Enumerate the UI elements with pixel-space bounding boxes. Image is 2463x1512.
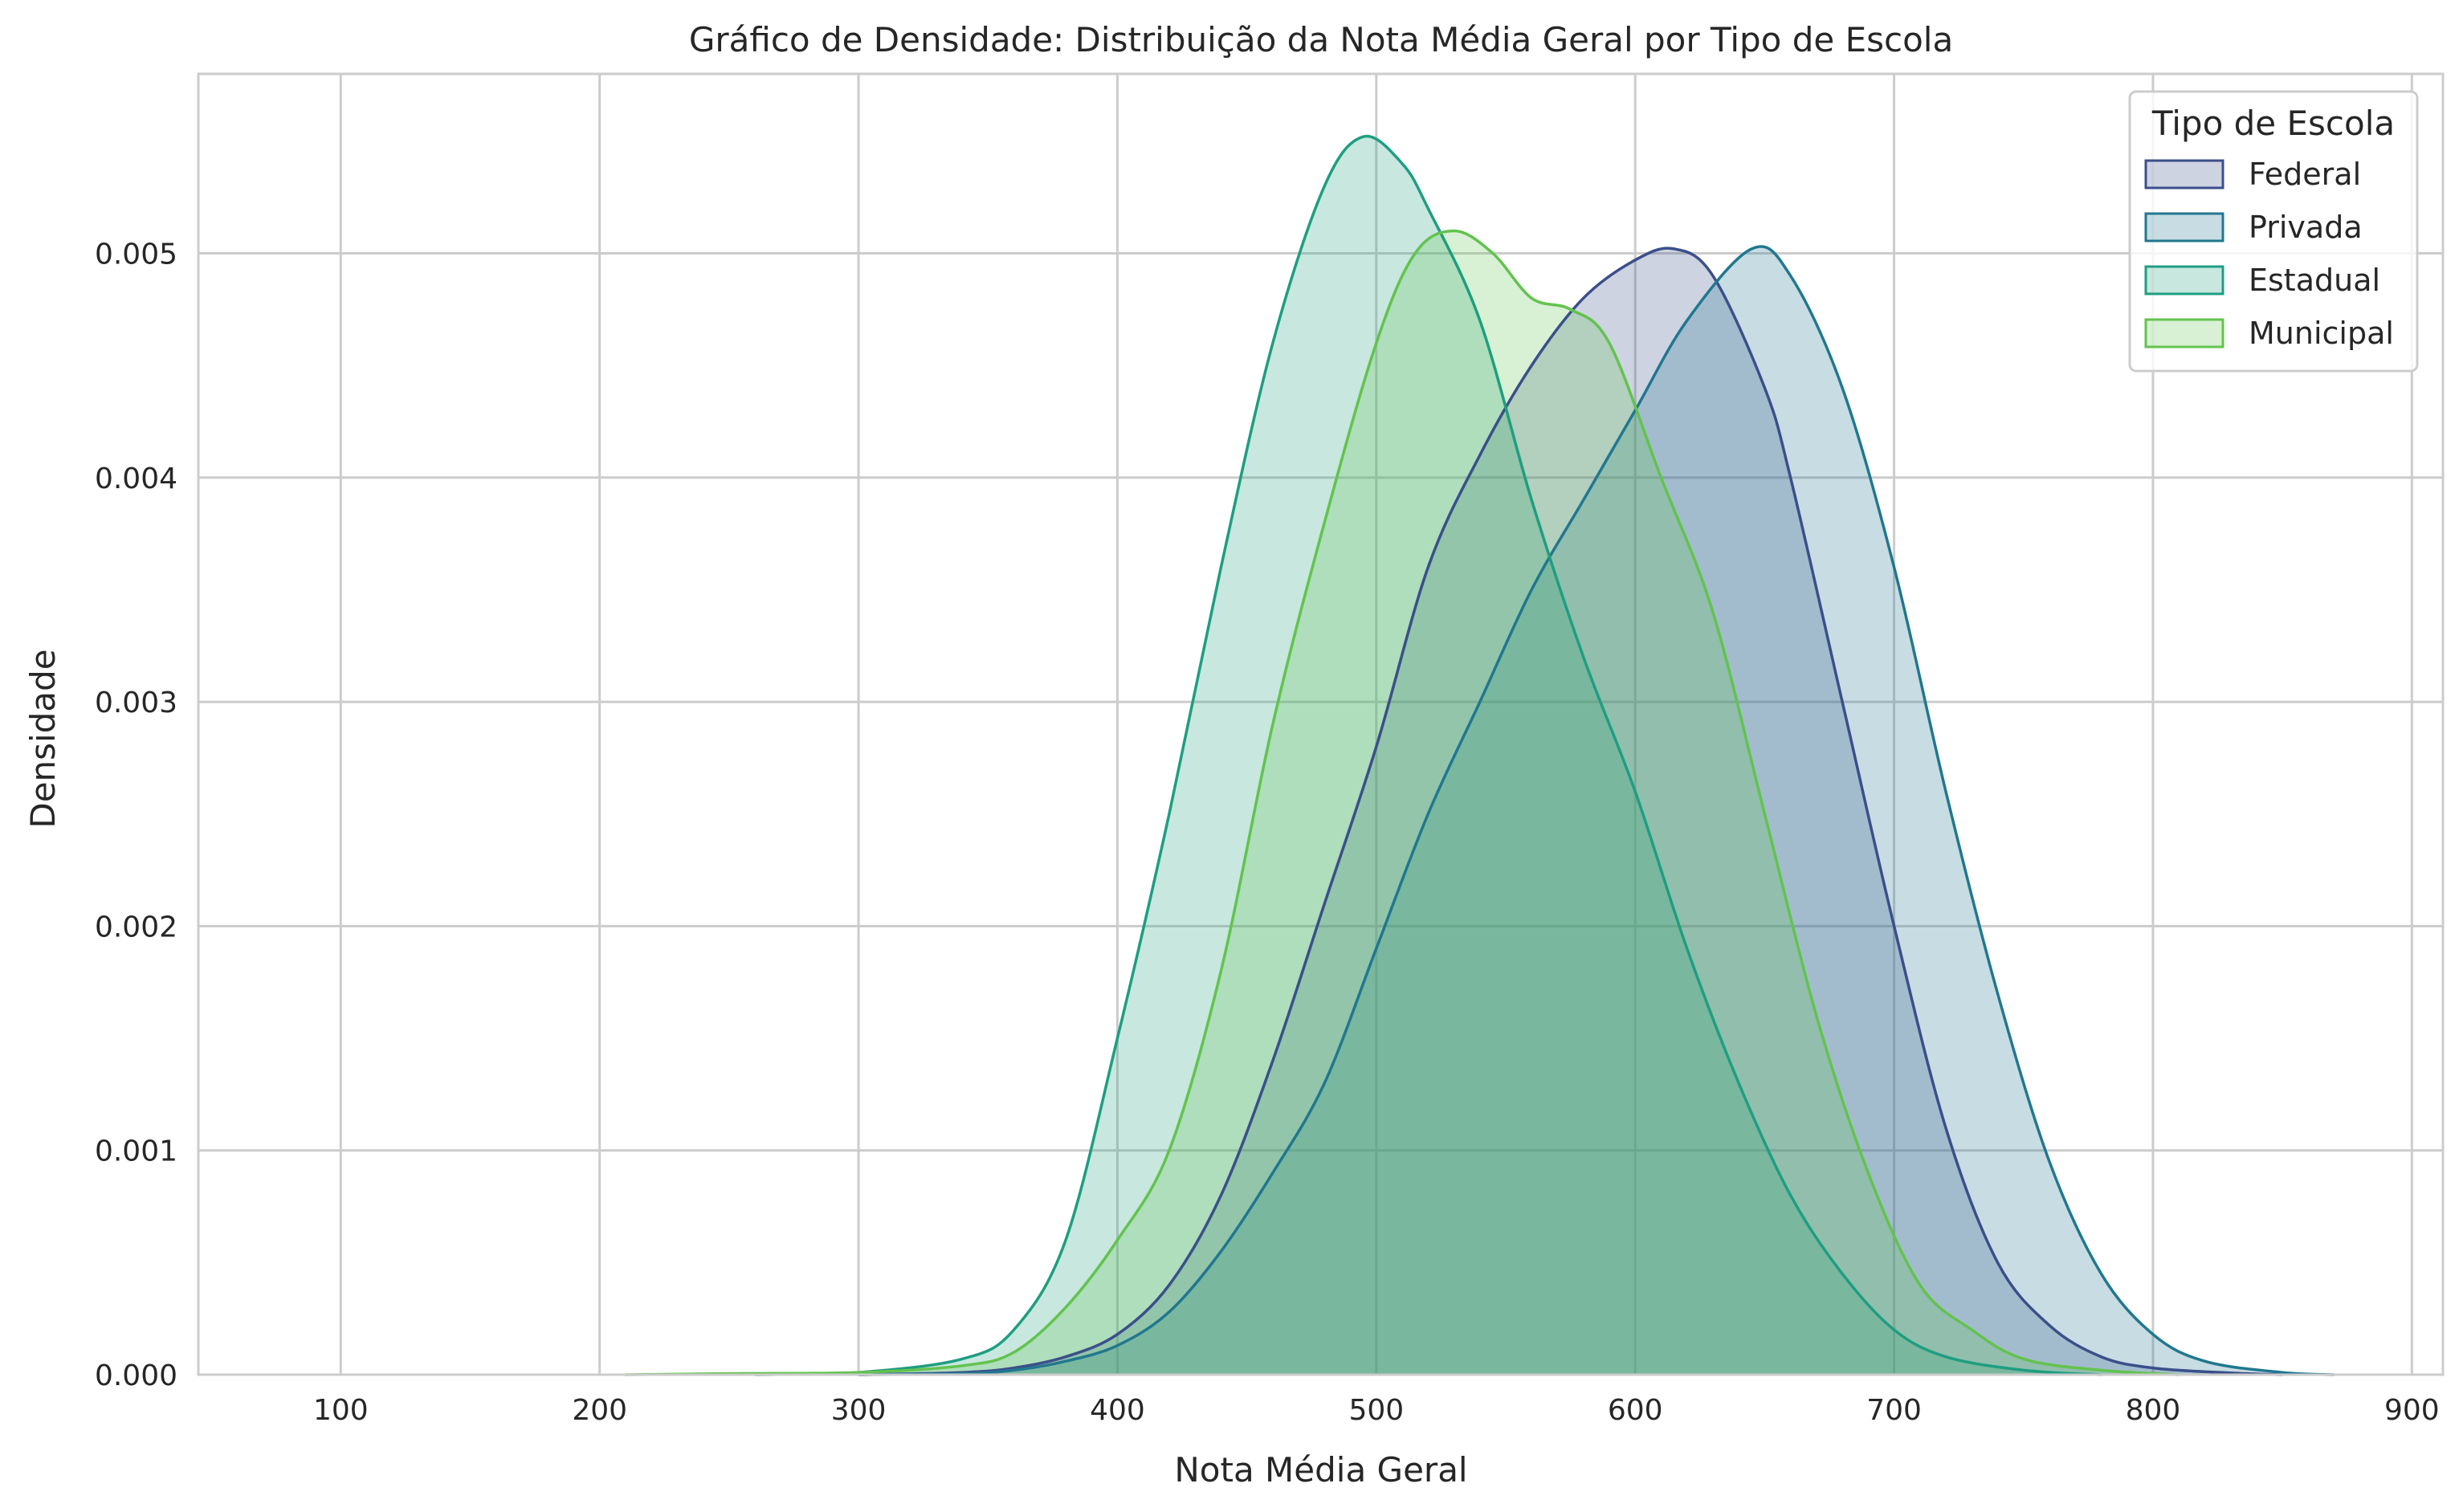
density-line-estadual [755, 134, 2102, 1376]
chart-title: Gráfico de Densidade: Distribuição da No… [689, 20, 1953, 59]
legend-swatch-privada [2144, 212, 2224, 242]
x-tick-label: 500 [1348, 1394, 1404, 1427]
x-tick-label: 200 [572, 1394, 627, 1427]
y-tick-labels: 0.000 0.001 0.002 0.003 0.004 0.005 [95, 238, 177, 1392]
density-area-municipal [625, 230, 2180, 1375]
x-tick-label: 100 [313, 1394, 369, 1427]
y-tick-label: 0.004 [95, 463, 177, 495]
x-tick-label: 300 [831, 1394, 887, 1427]
y-tick-label: 0.005 [95, 238, 177, 271]
legend-label-estadual: Estadual [2249, 263, 2380, 298]
x-tick-label: 900 [2384, 1394, 2440, 1427]
x-tick-label: 800 [2126, 1394, 2181, 1427]
legend-swatch-federal [2144, 159, 2224, 190]
x-tick-label: 700 [1866, 1394, 1922, 1427]
density-area-privada [858, 247, 2335, 1375]
legend: Tipo de Escola Federal Privada Estadual Mun… [2128, 90, 2419, 373]
density-area-estadual [755, 136, 2102, 1375]
y-tick-label: 0.000 [95, 1359, 177, 1392]
legend-title: Tipo de Escola [2151, 104, 2395, 143]
density-line-federal [858, 247, 2283, 1376]
legend-label-federal: Federal [2249, 157, 2361, 192]
x-tick-label: 400 [1090, 1394, 1145, 1427]
density-lines [625, 134, 2335, 1376]
density-areas [625, 136, 2335, 1375]
x-axis-label: Nota Média Geral [1174, 1450, 1467, 1490]
legend-label-municipal: Municipal [2249, 316, 2394, 351]
x-tick-label: 600 [1608, 1394, 1663, 1427]
density-area-federal [858, 248, 2283, 1375]
legend-swatch-municipal [2144, 318, 2224, 348]
plot-frame [197, 72, 2445, 1376]
legend-swatch-estadual [2144, 265, 2224, 295]
x-tick-labels: 100 200 300 400 500 600 700 800 900 [313, 1394, 2440, 1427]
y-tick-label: 0.003 [95, 687, 177, 719]
y-tick-label: 0.002 [95, 911, 177, 943]
y-axis-label: Densidade [23, 649, 63, 828]
density-line-municipal [625, 229, 2180, 1376]
legend-label-privada: Privada [2249, 210, 2363, 245]
y-tick-label: 0.001 [95, 1135, 177, 1168]
legend-items: Federal Privada Estadual Municipal [2144, 157, 2394, 351]
